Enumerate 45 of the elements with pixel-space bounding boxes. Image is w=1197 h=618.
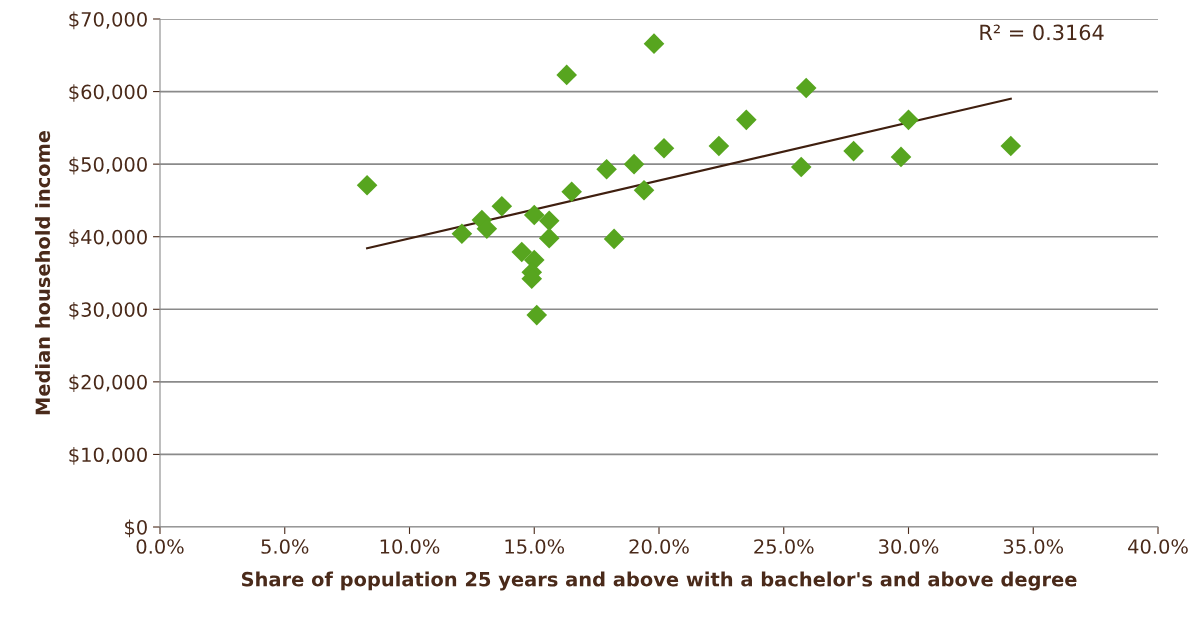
point [623, 153, 645, 175]
point [795, 77, 817, 99]
x-tick-label: 5.0% [261, 539, 309, 554]
y-tick-label: $30,000 [69, 301, 147, 320]
x-tick-label: 15.0% [505, 539, 565, 554]
point [708, 135, 730, 157]
point [643, 33, 665, 54]
point [790, 156, 812, 178]
point [538, 210, 560, 232]
y-tick-label: $60,000 [69, 84, 147, 102]
point [561, 181, 582, 203]
point [451, 223, 473, 245]
y-tick-label: $20,000 [69, 374, 147, 393]
point [1000, 135, 1022, 157]
y-tick-label: $40,000 [69, 229, 147, 247]
point [526, 304, 548, 326]
point [596, 158, 617, 180]
point [633, 179, 655, 201]
y-axis-title: Median household income [35, 130, 51, 415]
y-tick-label: $50,000 [69, 156, 147, 175]
x-tick-label: 40.0% [1128, 539, 1188, 554]
point [523, 204, 545, 226]
point [843, 140, 864, 162]
point [890, 146, 912, 168]
point [356, 174, 378, 196]
annotation: R² = 0.3164 [980, 24, 1104, 41]
y-tick-label: $10,000 [69, 447, 147, 465]
point [491, 195, 513, 217]
x-axis-title: Share of population 25 years and above with a bachelor's and above degree [241, 571, 1077, 591]
y-tick-label: $0 [125, 519, 147, 538]
point [476, 218, 498, 240]
y-tick-label: $70,000 [69, 11, 147, 30]
point [556, 64, 577, 86]
x-tick-label: 20.0% [629, 539, 689, 554]
x-tick-label: 10.0% [380, 539, 440, 554]
point [898, 109, 919, 131]
point [538, 227, 560, 249]
x-tick-label: 30.0% [879, 539, 939, 554]
point [603, 228, 625, 250]
x-tick-label: 0.0% [136, 539, 184, 554]
point [653, 137, 675, 159]
x-tick-label: 25.0% [754, 539, 814, 554]
point [511, 241, 533, 263]
point [736, 109, 757, 131]
x-tick-label: 35.0% [1003, 539, 1064, 554]
